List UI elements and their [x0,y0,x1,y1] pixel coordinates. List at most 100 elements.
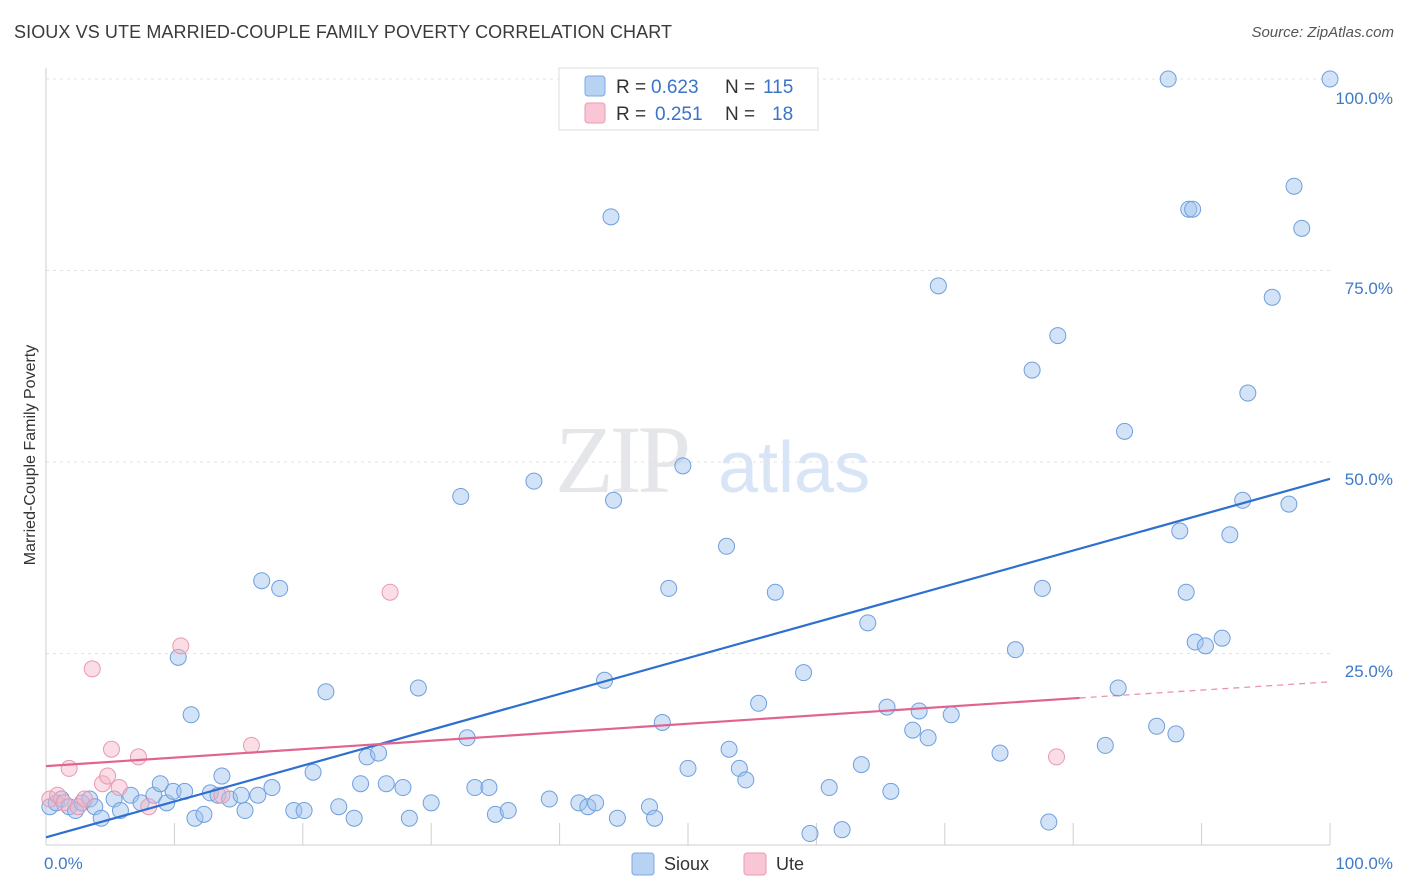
ute-point-2 [55,794,73,812]
sioux-point-95 [1148,717,1166,735]
y-tick-label-50: 50.0% [1345,470,1393,489]
ute-point-13 [172,637,190,655]
sioux-point-88 [1023,361,1041,379]
sioux-point-67 [718,537,736,555]
sioux-point-109 [1280,495,1298,513]
svg-text:ZIP: ZIP [555,406,688,513]
sioux-point-93 [1109,679,1127,697]
sioux-point-66 [679,759,697,777]
sioux-point-58 [602,208,620,226]
sioux-point-36 [330,798,348,816]
sioux-point-64 [660,579,678,597]
sioux-point-37 [345,809,363,827]
sioux-point-62 [646,809,664,827]
zipatlas-watermark: ZIP atlas [555,406,870,513]
sioux-point-55 [579,798,597,816]
sioux-point-52 [525,472,543,490]
sioux-trend-line [45,477,1331,839]
sioux-point-96 [1159,70,1177,88]
sioux-point-29 [263,779,281,797]
sioux-point-84 [929,277,947,295]
sioux-point-72 [766,583,784,601]
legend-r-label-ute: R = [616,104,646,125]
sioux-point-21 [195,805,213,823]
ute-points [41,583,1066,816]
sioux-point-34 [304,763,322,781]
legend-r-label-sioux: R = [616,77,646,98]
grid-lines [46,78,1330,654]
sioux-point-56 [587,794,605,812]
trend-lines [45,477,1331,839]
ute-trend-line [45,696,1080,768]
bottom-legend-swatch-sioux [631,852,655,876]
sioux-point-105 [1221,526,1239,544]
legend-r-value-ute: 0.251 [655,104,703,125]
ute-point-15 [242,736,260,754]
sioux-point-35 [317,683,335,701]
sioux-point-86 [991,744,1009,762]
sioux-point-76 [833,821,851,839]
ute-point-10 [110,779,128,797]
sioux-point-87 [1006,641,1024,659]
axes [45,68,1330,846]
sioux-point-75 [820,779,838,797]
legend-swatch-ute [584,102,606,124]
legend-n-value-ute: 18 [772,104,793,125]
sioux-point-28 [249,786,267,804]
sioux-point-54 [570,794,588,812]
sioux-point-82 [910,702,928,720]
sioux-point-46 [452,487,470,505]
x-tick-label-right: 100.0% [1335,854,1393,873]
legend-n-value-sioux: 115 [763,77,793,98]
sioux-point-89 [1033,579,1051,597]
sioux-point-26 [232,786,250,804]
bottom-legend-swatch-ute [743,852,767,876]
sioux-point-31 [253,572,271,590]
y-tick-label-100: 100.0% [1335,89,1393,108]
x-axis-ticks [45,823,1331,845]
legend-top: R = 0.623 N = 115 R = 0.251 N = 18 [558,67,819,131]
sioux-point-49 [480,779,498,797]
sioux-point-40 [370,744,388,762]
legend-bottom: Sioux Ute [631,852,804,876]
sioux-point-83 [919,729,937,747]
sioux-point-101 [1184,200,1202,218]
sioux-point-111 [1293,219,1311,237]
chart-title: SIOUX VS UTE MARRIED-COUPLE FAMILY POVER… [14,22,673,42]
chart-source: Source: ZipAtlas.com [1251,24,1394,41]
sioux-point-60 [608,809,626,827]
sioux-point-44 [409,679,427,697]
y-tick-label-25: 25.0% [1345,662,1393,681]
sioux-point-65 [674,457,692,475]
sioux-point-104 [1213,629,1231,647]
sioux-point-100 [1180,200,1198,218]
sioux-point-90 [1040,813,1058,831]
y-tick-label-75: 75.0% [1345,279,1393,298]
sioux-point-14 [151,775,169,793]
sioux-point-99 [1177,583,1195,601]
ute-point-3 [60,759,78,777]
legend-r-value-sioux: 0.623 [651,77,699,98]
sioux-point-24 [213,767,231,785]
sioux-point-77 [852,756,870,774]
sioux-point-110 [1285,177,1303,195]
sioux-point-20 [186,809,204,827]
sioux-point-71 [750,694,768,712]
ute-point-9 [102,740,120,758]
sioux-point-78 [859,614,877,632]
ute-point-8 [99,767,117,785]
sioux-point-19 [182,706,200,724]
sioux-point-80 [882,782,900,800]
ute-point-11 [129,748,147,766]
sioux-point-30 [271,579,289,597]
sioux-point-74 [801,825,819,843]
sioux-point-79 [878,698,896,716]
sioux-point-41 [377,775,395,793]
sioux-point-112 [1321,70,1339,88]
sioux-point-102 [1186,633,1204,651]
sioux-point-43 [400,809,418,827]
sioux-point-63 [653,713,671,731]
sioux-point-97 [1167,725,1185,743]
sioux-point-45 [422,794,440,812]
